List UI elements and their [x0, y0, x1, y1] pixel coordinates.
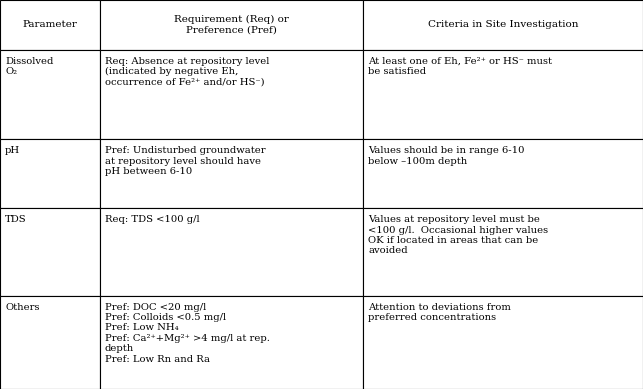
- Text: Pref: DOC <20 mg/l
Pref: Colloids <0.5 mg/l
Pref: Low NH₄
Pref: Ca²⁺+Mg²⁺ >4 mg/: Pref: DOC <20 mg/l Pref: Colloids <0.5 m…: [105, 303, 269, 364]
- Bar: [0, 139, 100, 208]
- Text: Parameter: Parameter: [23, 20, 77, 30]
- Bar: [100, 208, 363, 296]
- Bar: [100, 50, 363, 139]
- Text: Req: TDS <100 g/l: Req: TDS <100 g/l: [105, 215, 199, 224]
- Bar: [100, 0, 363, 50]
- Text: Pref: Undisturbed groundwater
at repository level should have
pH between 6-10: Pref: Undisturbed groundwater at reposit…: [105, 146, 266, 176]
- Text: Others: Others: [5, 303, 40, 312]
- Bar: [0, 50, 100, 139]
- Text: Criteria in Site Investigation: Criteria in Site Investigation: [428, 20, 579, 30]
- Bar: [363, 0, 643, 50]
- Bar: [363, 296, 643, 389]
- Bar: [363, 50, 643, 139]
- Bar: [363, 139, 643, 208]
- Text: At least one of Eh, Fe²⁺ or HS⁻ must
be satisfied: At least one of Eh, Fe²⁺ or HS⁻ must be …: [368, 57, 552, 76]
- Text: Requirement (Req) or
Preference (Pref): Requirement (Req) or Preference (Pref): [174, 15, 289, 35]
- Text: Attention to deviations from
preferred concentrations: Attention to deviations from preferred c…: [368, 303, 511, 322]
- Bar: [0, 0, 100, 50]
- Text: Values should be in range 6-10
below –100m depth: Values should be in range 6-10 below –10…: [368, 146, 525, 166]
- Bar: [363, 208, 643, 296]
- Bar: [100, 296, 363, 389]
- Text: Req: Absence at repository level
(indicated by negative Eh,
occurrence of Fe²⁺ a: Req: Absence at repository level (indica…: [105, 57, 269, 87]
- Bar: [100, 139, 363, 208]
- Text: Values at repository level must be
<100 g/l.  Occasional higher values
OK if loc: Values at repository level must be <100 …: [368, 215, 548, 255]
- Text: TDS: TDS: [5, 215, 27, 224]
- Bar: [0, 296, 100, 389]
- Bar: [0, 208, 100, 296]
- Text: pH: pH: [5, 146, 21, 155]
- Text: Dissolved
O₂: Dissolved O₂: [5, 57, 53, 76]
